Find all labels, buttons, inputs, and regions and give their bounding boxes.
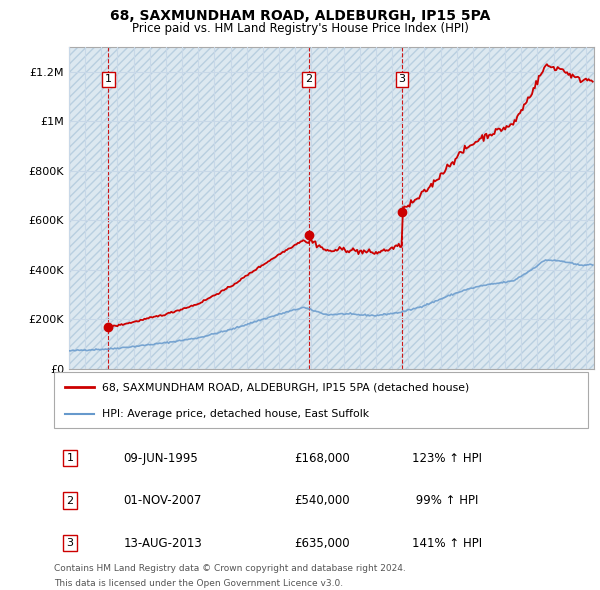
Text: 2: 2 (305, 74, 312, 84)
Text: £635,000: £635,000 (295, 536, 350, 549)
Text: 1: 1 (67, 453, 74, 463)
Text: HPI: Average price, detached house, East Suffolk: HPI: Average price, detached house, East… (102, 409, 369, 419)
Text: £168,000: £168,000 (295, 451, 350, 464)
Text: Contains HM Land Registry data © Crown copyright and database right 2024.: Contains HM Land Registry data © Crown c… (54, 564, 406, 573)
Text: 68, SAXMUNDHAM ROAD, ALDEBURGH, IP15 5PA: 68, SAXMUNDHAM ROAD, ALDEBURGH, IP15 5PA (110, 9, 490, 23)
Text: 141% ↑ HPI: 141% ↑ HPI (412, 536, 482, 549)
Text: 3: 3 (67, 538, 74, 548)
Text: 1: 1 (105, 74, 112, 84)
Text: 13-AUG-2013: 13-AUG-2013 (124, 536, 202, 549)
Text: 123% ↑ HPI: 123% ↑ HPI (412, 451, 482, 464)
Text: Price paid vs. HM Land Registry's House Price Index (HPI): Price paid vs. HM Land Registry's House … (131, 22, 469, 35)
Text: 01-NOV-2007: 01-NOV-2007 (124, 494, 202, 507)
Text: £540,000: £540,000 (295, 494, 350, 507)
Text: 99% ↑ HPI: 99% ↑ HPI (412, 494, 478, 507)
Text: 2: 2 (67, 496, 74, 506)
Text: This data is licensed under the Open Government Licence v3.0.: This data is licensed under the Open Gov… (54, 579, 343, 588)
Text: 09-JUN-1995: 09-JUN-1995 (124, 451, 198, 464)
Text: 68, SAXMUNDHAM ROAD, ALDEBURGH, IP15 5PA (detached house): 68, SAXMUNDHAM ROAD, ALDEBURGH, IP15 5PA… (102, 382, 469, 392)
Text: 3: 3 (398, 74, 406, 84)
